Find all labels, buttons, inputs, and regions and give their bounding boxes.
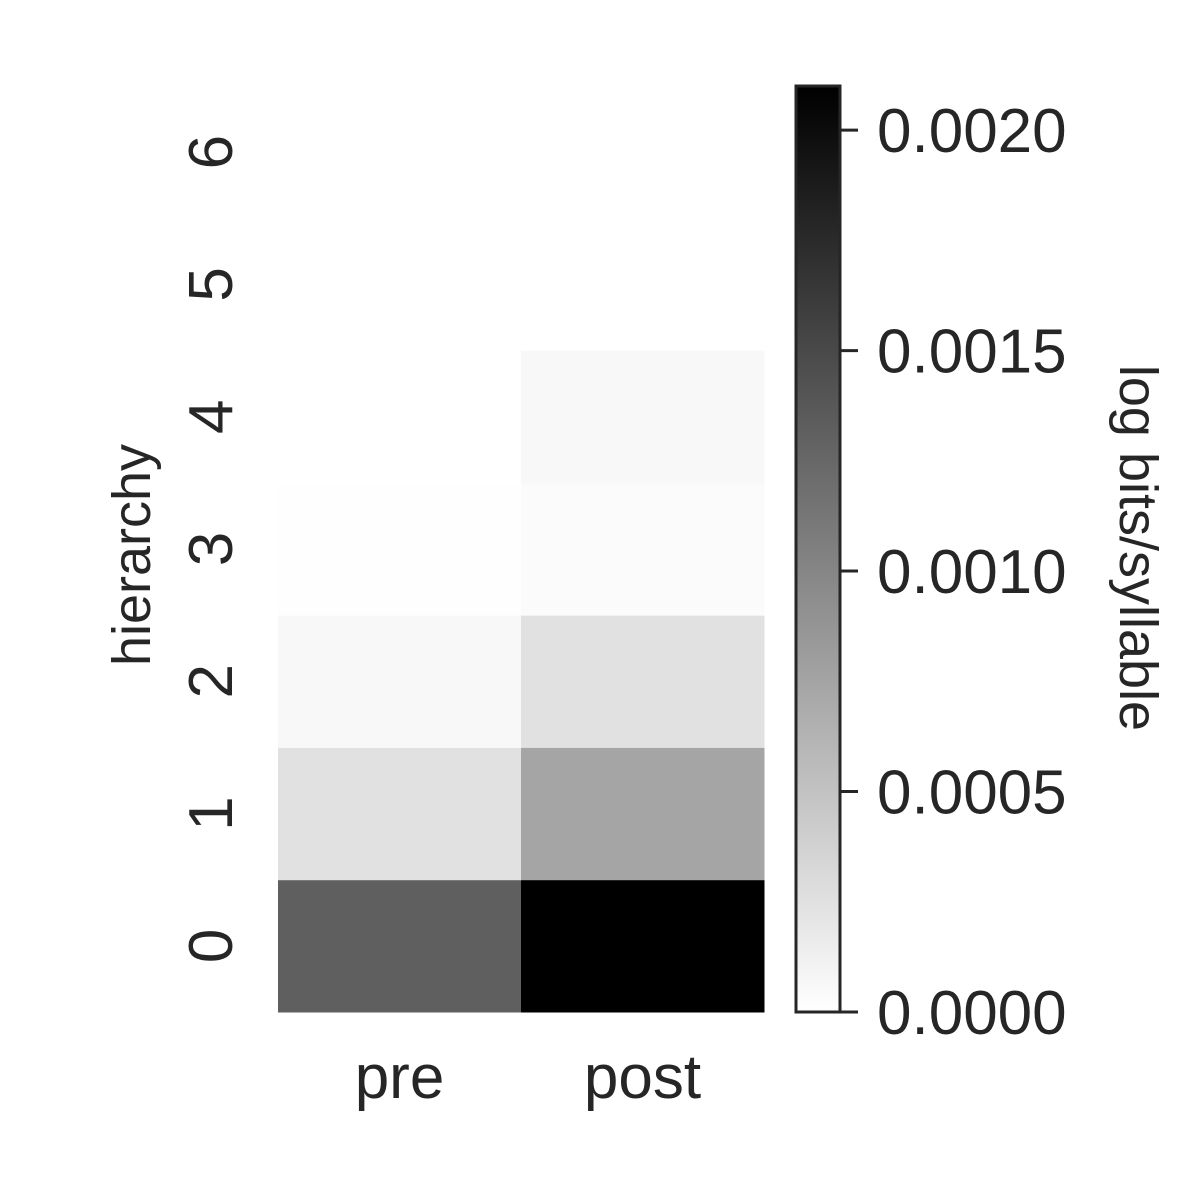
colorbar-tick-label: 0.0015 bbox=[877, 318, 1067, 387]
colorbar-ticks: 0.0000 0.0005 0.0010 0.0015 0.0020 bbox=[840, 97, 1067, 1048]
y-tick-label-4: 4 bbox=[177, 399, 246, 433]
heatmap-cell-pre-0 bbox=[278, 879, 522, 1013]
y-tick-label-3: 3 bbox=[177, 532, 246, 566]
heatmap-cell-post-0 bbox=[521, 879, 765, 1013]
heatmap-cell-pre-3 bbox=[278, 482, 522, 616]
colorbar-tick-label: 0.0020 bbox=[877, 97, 1067, 166]
heatmap-cell-pre-2 bbox=[278, 615, 522, 748]
x-tick-label-post: post bbox=[584, 1043, 701, 1112]
y-tick-label-0: 0 bbox=[177, 929, 246, 963]
heatmap-cell-post-3 bbox=[521, 482, 765, 616]
y-tick-label-5: 5 bbox=[177, 267, 246, 301]
colorbar-label: log bits/syllable bbox=[1108, 365, 1168, 731]
y-tick-label-1: 1 bbox=[177, 796, 246, 830]
x-tick-label-pre: pre bbox=[355, 1043, 445, 1112]
y-tick-label-2: 2 bbox=[177, 664, 246, 698]
heatmap-cell-post-1 bbox=[521, 747, 765, 881]
colorbar: 0.0000 0.0005 0.0010 0.0015 0.0020 log bits/… bbox=[794, 84, 1168, 1048]
y-tick-labels: 0 1 2 3 4 5 6 bbox=[177, 135, 246, 963]
colorbar-tick-label: 0.0005 bbox=[877, 759, 1067, 828]
y-axis-label: hierarchy bbox=[102, 444, 162, 666]
colorbar-tick-label: 0.0010 bbox=[877, 538, 1067, 607]
colorbar-tick-label: 0.0000 bbox=[877, 979, 1067, 1048]
heatmap-cell-post-2 bbox=[521, 615, 765, 748]
heatmap-cells bbox=[278, 350, 765, 1013]
heatmap-cell-post-4 bbox=[521, 350, 765, 484]
y-tick-label-6: 6 bbox=[177, 135, 246, 169]
heatmap-cell-pre-1 bbox=[278, 747, 522, 881]
colorbar-gradient bbox=[794, 84, 842, 1014]
x-tick-labels: pre post bbox=[355, 1043, 701, 1112]
